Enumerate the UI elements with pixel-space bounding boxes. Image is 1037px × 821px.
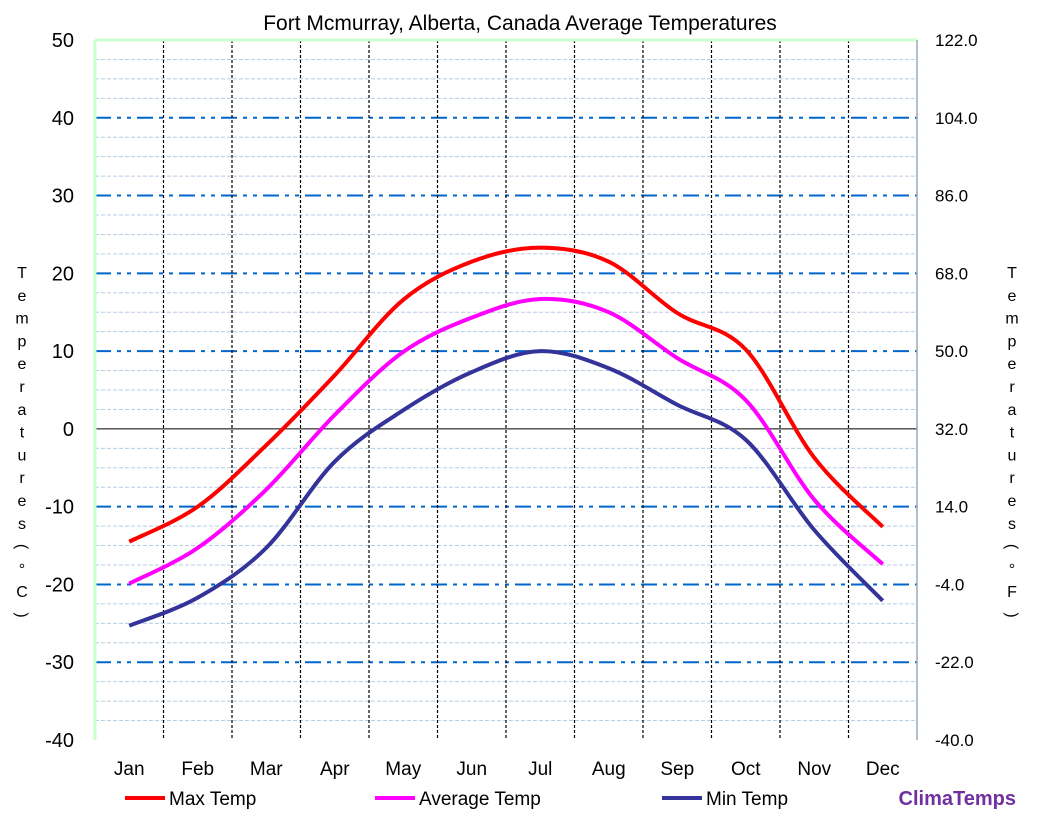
x-tick-label: Aug — [592, 759, 626, 780]
y-axis-label-right: s — [1008, 516, 1016, 533]
x-tick-label: May — [385, 759, 421, 780]
x-tick-label: Sep — [660, 759, 694, 780]
y-axis-label-left: ) — [13, 612, 30, 617]
y-axis-label-right: p — [1008, 333, 1017, 350]
x-tick-label: Dec — [866, 759, 900, 780]
y-axis-label-right: a — [1008, 402, 1017, 419]
y-axis-label-left: t — [20, 425, 25, 442]
y-tick-label-right: -40.0 — [935, 731, 974, 750]
y-tick-label-left: -20 — [45, 574, 74, 596]
y-axis-label-right: u — [1008, 447, 1017, 464]
y-axis-label-left: C — [16, 584, 28, 601]
min-temp-line — [128, 349, 885, 628]
y-axis-label-right: e — [1008, 493, 1017, 510]
y-tick-label-left: 10 — [52, 341, 74, 363]
y-axis-label-left: e — [18, 356, 27, 373]
y-axis-label-right: t — [1010, 425, 1015, 442]
y-axis-label-left: s — [18, 516, 26, 533]
y-axis-label-left: a — [18, 402, 27, 419]
y-axis-label-right: ( — [1003, 544, 1020, 550]
y-axis-label-left: e — [18, 288, 27, 305]
y-tick-label-right: -22.0 — [935, 653, 974, 672]
x-tick-label: Nov — [797, 759, 831, 780]
y-tick-label-right: 86.0 — [935, 187, 968, 206]
y-axis-label-left: u — [18, 447, 27, 464]
y-axis-label-left: r — [19, 470, 25, 487]
x-tick-label: Oct — [731, 759, 761, 780]
average-temp-line — [128, 296, 885, 586]
y-axis-label-right: F — [1007, 584, 1017, 601]
y-axis-label-left: m — [15, 311, 28, 328]
x-tick-label: Jul — [528, 759, 552, 780]
y-tick-label-right: 32.0 — [935, 420, 968, 439]
x-tick-label: Apr — [320, 759, 350, 780]
y-axis-label-left: r — [19, 379, 25, 396]
y-tick-label-right: -4.0 — [935, 575, 964, 594]
y-tick-label-left: -30 — [45, 652, 74, 674]
x-tick-label: Jan — [114, 759, 145, 780]
x-tick-label: Jun — [456, 759, 487, 780]
y-axis-label-right: ° — [1009, 561, 1015, 578]
y-axis-label-left: e — [18, 493, 27, 510]
y-tick-label-left: 0 — [63, 419, 74, 441]
y-tick-label-right: 68.0 — [935, 264, 968, 283]
y-axis-label-left: p — [18, 333, 27, 350]
y-tick-label-right: 14.0 — [935, 498, 968, 517]
y-axis-label-left: ° — [19, 561, 25, 578]
max-temp-line — [128, 245, 885, 544]
y-tick-label-right: 50.0 — [935, 342, 968, 361]
y-tick-label-left: -10 — [45, 497, 74, 519]
legend-label: Min Temp — [706, 789, 788, 810]
y-tick-label-left: 40 — [52, 108, 74, 130]
y-tick-label-right: 122.0 — [935, 31, 978, 50]
y-axis-label-right: r — [1009, 379, 1015, 396]
y-axis-label-right: ) — [1003, 612, 1020, 617]
y-axis-label-right: e — [1008, 288, 1017, 305]
legend-label: Max Temp — [169, 789, 256, 810]
chart-title: Fort Mcmurray, Alberta, Canada Average T… — [263, 12, 777, 35]
y-axis-label-left: T — [17, 265, 27, 282]
y-tick-label-left: 50 — [52, 30, 74, 52]
y-tick-label-left: -40 — [45, 730, 74, 752]
y-axis-label-right: r — [1009, 470, 1015, 487]
x-tick-label: Feb — [181, 759, 214, 780]
y-tick-label-left: 20 — [52, 263, 74, 285]
brand-logo: ClimaTemps — [899, 788, 1016, 810]
x-tick-label: Mar — [250, 759, 283, 780]
y-tick-label-right: 104.0 — [935, 109, 978, 128]
y-axis-label-right: T — [1007, 265, 1017, 282]
y-axis-label-right: m — [1005, 311, 1018, 328]
y-axis-label-right: e — [1008, 356, 1017, 373]
y-axis-label-left: ( — [13, 544, 30, 550]
y-tick-label-left: 30 — [52, 186, 74, 208]
legend-label: Average Temp — [419, 789, 541, 810]
